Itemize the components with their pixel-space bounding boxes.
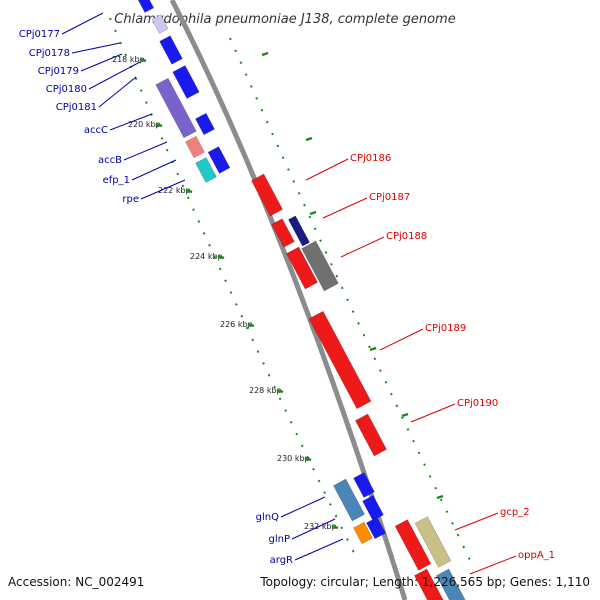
reverse-gene-leader-gcp-2 [454,512,499,531]
forward-gene-leader-cpj0181 [98,76,137,108]
forward-gene-leader-glnp [291,518,336,540]
forward-gene-leader-rpe [140,179,186,200]
tick-label-6: 230 kbp [277,454,310,463]
map-title: Chlamydophila pneumoniae J138, complete … [114,12,455,27]
tick-label-4: 226 kbp [220,320,253,329]
tick-label-2: 222 kbp [158,186,191,195]
tick-mark-right-5 [436,494,444,500]
tick-mark-left-7 [331,524,339,530]
reverse-gene-label-oppa-1: oppA_1 [518,550,555,561]
gene-cpj0188a [286,246,318,290]
gene-accc [155,77,197,139]
reverse-gene-leader-cpj0190 [410,403,456,423]
reverse-gene-label-cpj0187: CPj0187 [369,192,410,203]
label-leader-lines [61,12,517,575]
gene-cpj0187b [288,215,310,247]
forward-gene-label-cpj0177: CPj0177 [19,29,60,40]
gene-rpe [195,157,217,183]
forward-gene-label-rpe: rpe [122,194,139,205]
gene-labels: CPj0177 CPj0178 CPj0179 CPj0180 CPj0181 accC a… [19,29,555,566]
gene-cpj0178 [151,14,169,34]
gene-efp [207,146,231,174]
tick-mark-left-0 [139,57,147,63]
forward-gene-leader-cpj0180 [88,61,141,90]
gene-cpj0186 [251,173,283,217]
gene-cpj0190 [355,413,387,457]
tick-mark-left-6 [304,456,312,462]
gene-glnq-b [353,472,375,498]
forward-gene-label-glnq: glnQ [256,512,279,523]
gene-oppa [414,568,446,600]
forward-gene-label-glnp: glnP [269,534,291,545]
gene-argr-b [353,521,373,545]
reverse-gene-label-gcp-2: gcp_2 [500,507,530,518]
gene-gcp-b [414,516,452,568]
forward-gene-label-cpj0179: CPj0179 [38,66,79,77]
forward-gene-label-accc: accC [84,125,108,136]
reverse-gene-leader-cpj0187 [322,197,368,219]
gene-oppa-b [436,568,468,600]
gene-glnp [362,495,384,521]
gene-glnq [333,478,365,522]
tick-label-1: 220 kbp [128,120,161,129]
gene-accb [185,135,205,159]
reverse-gene-label-cpj0186: CPj0186 [350,153,391,164]
gene-cpj0188b [301,240,339,292]
tick-label-5: 228 kbp [249,386,282,395]
forward-gene-leader-cpj0178 [71,42,121,54]
tick-label-0: 218 kbp [112,55,145,64]
tick-mark-left-5 [276,388,284,394]
forward-gene-leader-accb [123,141,168,161]
accession-text: Accession: NC_002491 [8,575,144,589]
forward-gene-label-cpj0180: CPj0180 [46,84,87,95]
tick-guide-right [229,37,471,561]
forward-gene-leader-accc [109,113,153,131]
reverse-gene-leader-cpj0186 [305,158,349,181]
forward-gene-leader-cpj0179 [80,53,123,72]
tick-label-3: 224 kbp [190,252,223,261]
reverse-gene-leader-cpj0189 [379,328,424,351]
gene-gcp [394,519,432,571]
forward-gene-label-argr: argR [270,555,293,566]
tick-mark-right-1 [305,136,313,142]
gene-cpj0189 [308,310,372,410]
gene-cpj0187a [271,218,295,248]
gene-cpj0181b [195,112,215,136]
tick-mark-left-2 [185,188,193,194]
gene-cpj0180 [172,65,200,99]
gene-argr [366,516,386,540]
gene-cpj0177 [137,0,155,13]
reverse-gene-label-cpj0189: CPj0189 [425,323,466,334]
tick-mark-right-0 [261,51,269,57]
kbp-ticks: 218 kbp 220 kbp 222 kbp 224 kbp 226 kbp 228 k… [112,51,444,531]
tick-mark-right-4 [401,412,409,418]
tick-mark-right-2 [309,210,317,216]
forward-gene-leader-argr [294,538,344,561]
tick-mark-right-3 [369,346,377,352]
tick-mark-left-1 [155,122,163,128]
forward-gene-label-cpj0181: CPj0181 [56,102,97,113]
forward-gene-label-efp-1: efp_1 [103,175,130,186]
reverse-gene-label-cpj0190: CPj0190 [457,398,498,409]
reverse-gene-leader-cpj0188 [340,236,385,258]
tick-mark-left-3 [217,254,225,260]
topology-summary: Topology: circular; Length: 1,226,565 bp… [259,575,590,589]
gene-features [137,0,468,600]
gene-cpj0179 [159,35,183,65]
reverse-gene-leader-oppa-1 [469,555,517,575]
tick-guide-left [109,17,356,556]
forward-gene-leader-efp-1 [131,159,177,181]
tick-mark-left-4 [247,322,255,328]
forward-gene-label-accb: accB [98,155,122,166]
tick-label-7: 232 kbp [304,522,337,531]
forward-gene-leader-cpj0177 [61,12,104,35]
forward-gene-leader-glnq [280,496,326,518]
forward-gene-label-cpj0178: CPj0178 [29,48,70,59]
reverse-gene-label-cpj0188: CPj0188 [386,231,427,242]
